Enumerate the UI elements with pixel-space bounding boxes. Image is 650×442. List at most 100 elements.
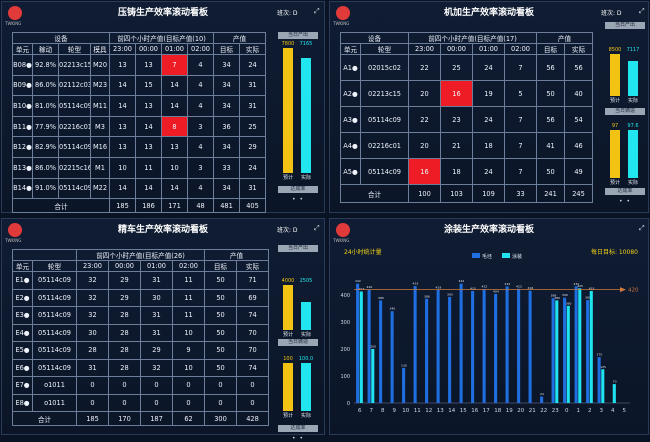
bar-value-label: 381 [585, 296, 591, 300]
legend-label: 涂装 [512, 253, 522, 260]
rate-tag: 达成率 [278, 425, 318, 432]
table-cell: 11 [135, 156, 162, 179]
table-cell: 3 [186, 156, 215, 179]
header-cell: 00:00 [440, 43, 473, 55]
x-tick-label: 5 [623, 408, 627, 414]
table-cell: 31 [140, 323, 173, 342]
x-tick-label: 12 [425, 408, 432, 414]
table-cell: 50 [204, 341, 238, 360]
bar [413, 286, 417, 403]
total-row: 合计 185 186 171 48 481 405 [12, 198, 267, 214]
table-cell: M22 [90, 177, 110, 200]
target-bar [283, 363, 293, 411]
bar-value-label: 419 [436, 285, 442, 289]
table-cell: 4 [186, 95, 215, 117]
y-tick-label: 200 [340, 347, 350, 353]
casting-tag: 当日铸造 [605, 108, 645, 115]
actual-bar [301, 58, 311, 173]
header-cell: 产值 [204, 249, 270, 261]
x-tick-label: 22 [540, 408, 547, 414]
table-cell: M16 [90, 136, 110, 158]
table-cell: 05114c09 [360, 106, 409, 133]
machining-table: 设备 前四个小时产值(目标产值(17) 产值 单元 轮型 23:00 00:00 01:00 0… [340, 32, 594, 203]
header-cell: 00:00 [135, 43, 162, 55]
bar [586, 300, 590, 403]
table-cell: A1● [340, 54, 361, 81]
finishing-table: 前四个小时产值(目标产值(26) 产值 单元 轮型 23:00 00:00 01:00 02:… [12, 249, 270, 426]
bar-value-label: 24 [540, 392, 544, 396]
table-cell: 05114c09 [32, 341, 77, 360]
x-tick-label: 7 [370, 408, 374, 414]
x-tick-label: 6 [358, 408, 362, 414]
header-cell: 前四个小时产值(目标产值(17) [407, 32, 538, 44]
table-cell: M20 [90, 54, 110, 76]
table-cell: 25 [440, 54, 473, 81]
header-cell: 实际 [239, 43, 267, 55]
table-cell: 14 [161, 177, 188, 200]
total-cell: 109 [472, 184, 505, 203]
table-cell: 82.9% [32, 136, 59, 158]
table-cell: 22 [408, 106, 441, 133]
die-casting-table: 设备 前四个小时产值(目标产值(10) 产值 单元 稼动 轮型 模具 23:00 00:00 01… [12, 32, 267, 214]
table-cell: 28 [108, 358, 141, 377]
table-cell: 18 [472, 132, 505, 159]
table-row: A4● 02216c01 20 21 18 7 41 46 [340, 132, 594, 159]
table-row: A2● 02213c15 20 16 19 5 50 40 [340, 80, 594, 107]
actual-value: 2505 [299, 278, 313, 284]
bar-value-label: 360 [566, 301, 572, 305]
table-cell: M3 [90, 115, 110, 138]
table-cell: 77.9% [32, 115, 59, 138]
actual-label: 实际 [300, 413, 311, 419]
y-tick-label: 400 [340, 293, 350, 299]
table-cell: 7 [503, 132, 538, 159]
table-cell: o1011 [32, 393, 77, 412]
bar [356, 283, 360, 403]
table-cell: 05114c09 [32, 306, 77, 325]
bar-value-label: 170 [597, 353, 603, 357]
table-cell: 0 [140, 393, 173, 412]
bar [517, 288, 521, 403]
fullscreen-icon[interactable]: ⤢ [639, 7, 645, 15]
total-cell: 171 [161, 198, 188, 214]
fullscreen-icon[interactable]: ⤢ [314, 224, 320, 232]
shift-label: 班次: D [277, 227, 298, 234]
x-tick-label: 13 [437, 408, 444, 414]
table-cell: A3● [340, 106, 361, 133]
table-row: E5● 05114c09 28 28 29 9 50 70 [12, 341, 270, 360]
table-row: A5● 05114c09 16 18 24 7 50 49 [340, 158, 594, 185]
bar-value-label: 442 [355, 279, 361, 283]
table-cell: 28 [108, 323, 141, 342]
table-cell: E1● [12, 271, 33, 290]
table-cell: M1 [90, 156, 110, 179]
table-cell: 29 [108, 288, 141, 307]
total-row: 合计 185 170 187 62 300 428 [12, 411, 270, 426]
header-cell: 单元 [12, 43, 33, 55]
table-cell: 7 [503, 158, 538, 185]
header-cell: 02:00 [503, 43, 538, 55]
bar [528, 290, 532, 403]
actual-value: 100.0 [298, 356, 314, 362]
bar [601, 369, 605, 403]
fullscreen-icon[interactable]: ⤢ [314, 7, 320, 15]
fullscreen-icon[interactable]: ⤢ [639, 224, 645, 232]
table-cell: 02213c15 [58, 54, 91, 76]
table-cell: 13 [109, 54, 136, 76]
table-cell: 05114c09 [58, 177, 91, 200]
header-cell: 轮型 [32, 260, 77, 272]
header-cell: 产值 [213, 32, 267, 44]
table-cell: 0 [171, 393, 206, 412]
panel-title: 涂装生产效率滚动看板 [443, 225, 534, 235]
bar-value-label: 425 [577, 284, 583, 288]
table-row: B14● 91.0% 05114c09 M22 14 14 14 4 34 31 [12, 177, 267, 200]
table-cell: 31 [140, 306, 173, 325]
table-cell: 19 [472, 80, 505, 107]
table-cell: E7● [12, 376, 33, 395]
target-label: 预计 [282, 175, 293, 181]
header-cell: 稼动 [32, 43, 59, 55]
target-bar-track [283, 48, 293, 173]
table-row: B11● 77.9% 02216c01 M3 13 14 8 3 36 25 [12, 115, 267, 138]
panel-title: 精车生产效率滚动看板 [117, 225, 208, 235]
brand-text: TWKING [333, 238, 350, 243]
total-row: 合计 100 103 109 33 241 245 [340, 184, 594, 203]
table-cell: 34 [213, 54, 241, 76]
